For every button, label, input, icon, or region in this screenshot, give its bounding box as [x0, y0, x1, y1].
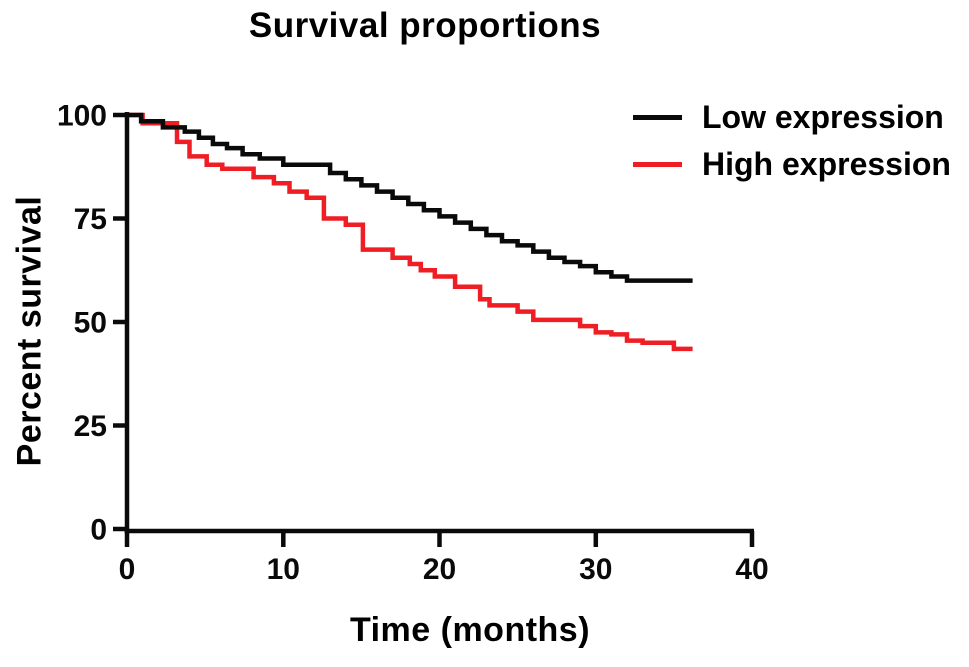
y-tick-label: 50: [74, 307, 107, 340]
legend-line-swatch-black: [633, 114, 682, 120]
legend-item-low-expression: Low expression: [633, 96, 951, 138]
y-axis-label: Percent survival: [10, 195, 49, 467]
legend-label: High expression: [702, 146, 951, 182]
x-tick-label: 30: [579, 553, 612, 586]
series-low-expression: [127, 112, 693, 283]
y-tick-label: 75: [74, 203, 107, 236]
y-tick-label: 25: [74, 410, 107, 443]
legend-label: Low expression: [702, 99, 944, 135]
y-tick-label: 0: [90, 514, 107, 547]
legend-item-high-expression: High expression: [633, 143, 951, 185]
x-tick-label: 40: [735, 553, 768, 586]
y-tick-label: 100: [57, 100, 107, 133]
legend-line-swatch-red: [633, 161, 682, 167]
x-tick-label: 0: [119, 553, 136, 586]
series-high-expression: [127, 112, 693, 352]
x-axis-label: Time (months): [349, 611, 591, 649]
legend: Low expression High expression: [633, 96, 951, 190]
x-tick-label: 10: [267, 553, 300, 586]
x-tick-label: 20: [423, 553, 456, 586]
chart-title: Survival proportions: [248, 6, 602, 45]
